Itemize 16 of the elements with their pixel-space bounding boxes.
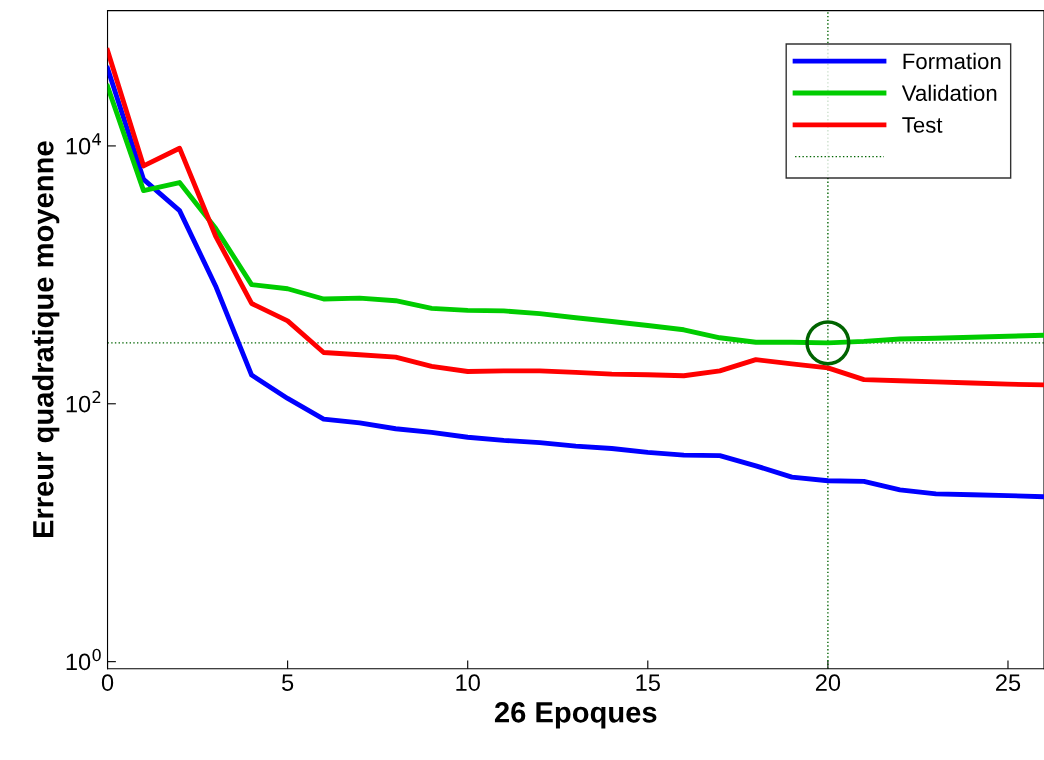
x-axis-title: 26 Epoques [494, 702, 657, 729]
y-tick-label: 10$^{2}$ [66, 390, 101, 413]
x-tick-label: 20 [815, 674, 841, 691]
legend-label: Formation [903, 52, 1001, 70]
line-series [107, 48, 1044, 388]
x-tick-label: 25 [996, 674, 1021, 691]
x-tick-label: 15 [636, 674, 660, 691]
y-axis-title: Erreur quadratique moyenne [32, 141, 60, 538]
legend-label: Test [902, 117, 943, 133]
y-tick-label: 10$^{4}$ [66, 133, 101, 155]
line-series [107, 83, 1044, 346]
legend-label: Validation [901, 84, 997, 102]
x-tick-label: 10 [456, 674, 480, 691]
x-tick-label: 5 [282, 674, 294, 691]
y-tick-label: 10$^{0}$ [66, 648, 101, 671]
x-tick-label: 0 [101, 674, 114, 691]
